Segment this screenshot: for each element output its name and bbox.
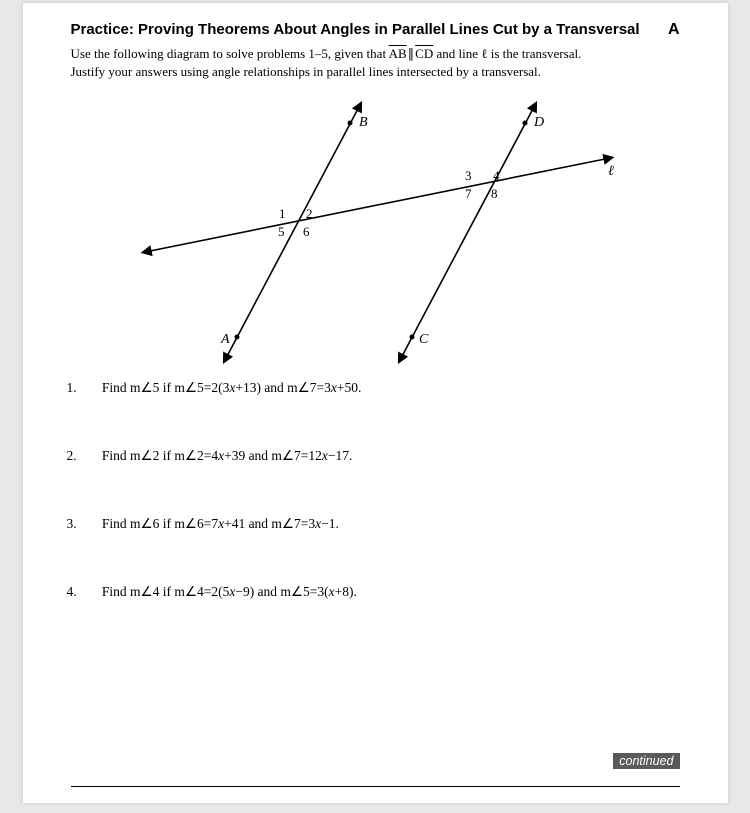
- angle-3: 3: [465, 168, 472, 183]
- footer-rule: [71, 786, 680, 787]
- angle-7: 7: [465, 186, 472, 201]
- angle-1: 1: [279, 206, 286, 221]
- problem-text: −9) and m∠5=3(: [235, 584, 328, 599]
- problem-text: −1.: [321, 516, 339, 531]
- problem-text: +41 and m∠7=3: [224, 516, 315, 531]
- problem-number: 1.: [85, 380, 99, 396]
- angle-6: 6: [303, 224, 310, 239]
- problem-text: Find m∠2 if m∠2=4: [102, 448, 218, 463]
- angle-4: 4: [493, 168, 500, 183]
- problem-text: +39 and m∠7=12: [224, 448, 322, 463]
- label-C: C: [419, 332, 429, 347]
- instr-line2: Justify your answers using angle relatio…: [71, 64, 541, 79]
- problem-text: −17.: [328, 448, 353, 463]
- header-row: Practice: Proving Theorems About Angles …: [71, 21, 680, 39]
- problem-2: 2. Find m∠2 if m∠2=4x+39 and m∠7=12x−17.: [71, 448, 680, 464]
- segment-ab: AB: [389, 46, 408, 61]
- problem-text: Find m∠6 if m∠6=7: [102, 516, 218, 531]
- angle-8: 8: [491, 186, 498, 201]
- segment-cd: CD: [414, 46, 433, 61]
- parallel-lines-diagram: B D A C ℓ 1 2 5 6 3 4 7 8: [115, 90, 635, 370]
- instructions: Use the following diagram to solve probl…: [71, 45, 680, 80]
- angle-5: 5: [278, 224, 285, 239]
- problem-number: 3.: [85, 516, 99, 532]
- problem-text: Find m∠4 if m∠4=2(5: [102, 584, 229, 599]
- problem-4: 4. Find m∠4 if m∠4=2(5x−9) and m∠5=3(x+8…: [71, 584, 680, 600]
- label-l: ℓ: [608, 164, 614, 179]
- problem-number: 4.: [85, 584, 99, 600]
- problem-list: 1. Find m∠5 if m∠5=2(3x+13) and m∠7=3x+5…: [71, 380, 680, 600]
- diagram-container: B D A C ℓ 1 2 5 6 3 4 7 8: [71, 90, 680, 370]
- worksheet-page: Practice: Proving Theorems About Angles …: [23, 3, 728, 803]
- problem-text: +50.: [337, 380, 362, 395]
- problem-number: 2.: [85, 448, 99, 464]
- label-A: A: [220, 332, 230, 347]
- problem-text: +13) and m∠7=3: [235, 380, 331, 395]
- section-letter: A: [668, 21, 680, 39]
- problem-text: +8).: [335, 584, 357, 599]
- instr-pre: Use the following diagram to solve probl…: [71, 46, 389, 61]
- continued-badge: continued: [613, 753, 679, 769]
- label-B: B: [359, 115, 368, 130]
- problem-3: 3. Find m∠6 if m∠6=7x+41 and m∠7=3x−1.: [71, 516, 680, 532]
- angle-2: 2: [306, 206, 313, 221]
- problem-1: 1. Find m∠5 if m∠5=2(3x+13) and m∠7=3x+5…: [71, 380, 680, 396]
- instr-post: and line ℓ is the transversal.: [433, 46, 581, 61]
- label-D: D: [533, 115, 544, 130]
- problem-text: Find m∠5 if m∠5=2(3: [102, 380, 229, 395]
- page-title: Practice: Proving Theorems About Angles …: [71, 21, 640, 38]
